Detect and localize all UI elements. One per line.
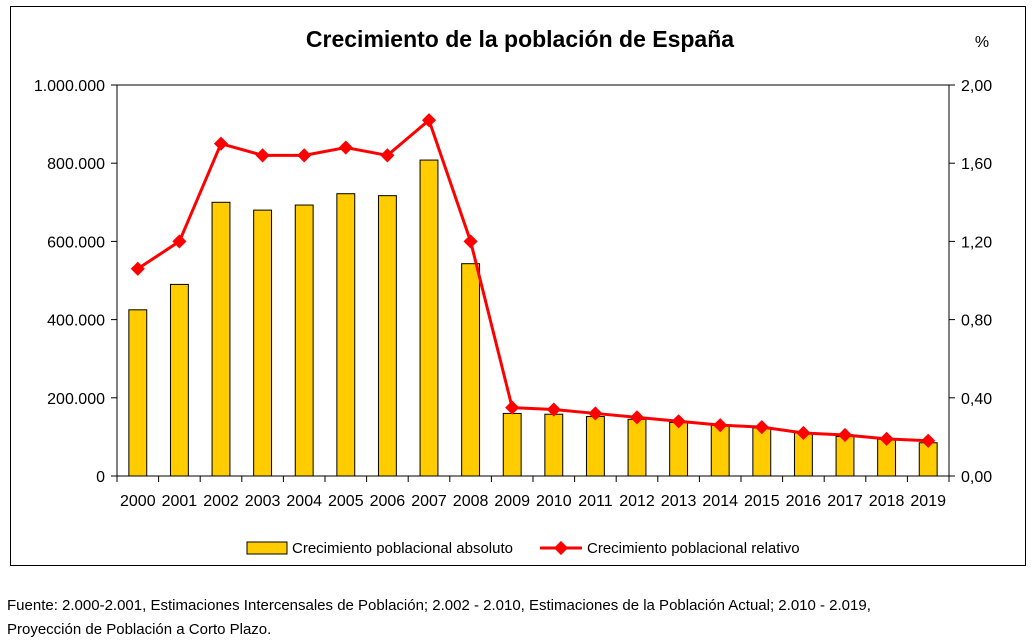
right-axis-unit-label: % [975, 34, 989, 51]
source-note-line-1: Fuente: 2.000-2.001, Estimaciones Interc… [7, 597, 871, 614]
legend: Crecimiento poblacional absoluto Crecimi… [246, 540, 800, 557]
bar [669, 421, 689, 477]
line-point [921, 433, 936, 448]
legend-label-relativo: Crecimiento poblacional relativo [587, 540, 800, 557]
line-point [629, 410, 645, 425]
left-tick-label: 800.000 [47, 156, 105, 173]
line-point [879, 431, 894, 446]
chart-title: Crecimiento de la población de España [306, 26, 734, 52]
left-tick-label: 600.000 [47, 234, 105, 251]
bar [294, 204, 314, 477]
x-tick-label: 2003 [245, 493, 281, 510]
line-point [837, 427, 853, 443]
line-point [172, 234, 187, 249]
bar [419, 159, 439, 477]
line-point [713, 418, 728, 433]
bar [461, 263, 481, 477]
line-point [380, 148, 395, 163]
line-point [671, 414, 686, 429]
x-tick-label: 2017 [827, 493, 863, 510]
legend-swatch-absoluto [246, 541, 288, 555]
x-tick-label: 2004 [286, 493, 322, 510]
x-tick-label: 2016 [786, 493, 822, 510]
bar-series-absoluto [128, 159, 938, 477]
right-axis: 0,00 0,40 0,80 1,20 1,60 2,00 [949, 78, 992, 486]
bar [336, 193, 356, 477]
line-point [505, 400, 520, 415]
bar [211, 201, 231, 477]
line-point [463, 234, 478, 249]
right-tick-label: 0,80 [961, 313, 992, 330]
left-tick-label: 400.000 [47, 313, 105, 330]
line-point [338, 140, 353, 155]
bar [544, 413, 564, 477]
line-point [588, 406, 603, 421]
bar [752, 427, 772, 477]
x-tick-label: 2013 [661, 493, 697, 510]
line-series-relativo [130, 113, 936, 448]
left-tick-label: 1.000.000 [34, 78, 105, 95]
legend-swatch-marker-relativo [553, 540, 569, 556]
x-tick-label: 2018 [869, 493, 905, 510]
x-tick-label: 2010 [536, 493, 572, 510]
right-tick-label: 1,20 [961, 234, 992, 251]
right-tick-label: 0,00 [961, 469, 992, 486]
left-tick-label: 200.000 [47, 391, 105, 408]
right-tick-label: 0,40 [961, 391, 992, 408]
source-note: Fuente: 2.000-2.001, Estimaciones Interc… [7, 594, 1027, 642]
line-point [213, 136, 229, 151]
left-tick-label: 0 [96, 469, 105, 486]
chart-frame [10, 6, 1026, 566]
line-point [297, 148, 312, 163]
x-tick-label: 2000 [120, 493, 156, 510]
bar [710, 424, 730, 477]
right-tick-label: 2,00 [961, 78, 992, 95]
source-note-line-2: Proyección de Población a Corto Plazo. [7, 621, 272, 638]
line-point [796, 425, 811, 441]
bar [169, 283, 189, 477]
plot-area [116, 84, 950, 477]
line-point [754, 420, 769, 435]
bar [835, 436, 855, 477]
line-point [421, 113, 437, 128]
x-tick-label: 2006 [370, 493, 406, 510]
x-tick-label: 2009 [494, 493, 530, 510]
x-axis: 2000 2001 2002 2003 2004 2005 2006 2007 2008 2009… [116, 476, 950, 510]
legend-label-absoluto: Crecimiento poblacional absoluto [292, 540, 513, 557]
line-point [546, 402, 561, 417]
population-growth-chart: Crecimiento de la población de España % … [34, 26, 992, 557]
left-axis: 0 200.000 400.000 600.000 800.000 1.000.000 [34, 78, 117, 486]
bar [253, 209, 273, 477]
bar [128, 309, 148, 477]
bar [377, 195, 397, 477]
x-tick-label: 2007 [411, 493, 447, 510]
x-tick-label: 2005 [328, 493, 364, 510]
line-point [130, 261, 145, 276]
x-tick-label: 2012 [619, 493, 655, 510]
x-tick-label: 2002 [203, 493, 239, 510]
bar [627, 418, 647, 477]
plot-border [116, 84, 950, 477]
bar [502, 412, 522, 477]
line-point [255, 148, 270, 163]
x-tick-label: 2014 [702, 493, 738, 510]
bar [585, 416, 605, 477]
right-tick-label: 1,60 [961, 156, 992, 173]
x-tick-label: 2001 [162, 493, 198, 510]
x-tick-label: 2019 [910, 493, 946, 510]
x-tick-label: 2011 [578, 493, 613, 510]
x-tick-label: 2008 [453, 493, 489, 510]
x-tick-label: 2015 [744, 493, 780, 510]
